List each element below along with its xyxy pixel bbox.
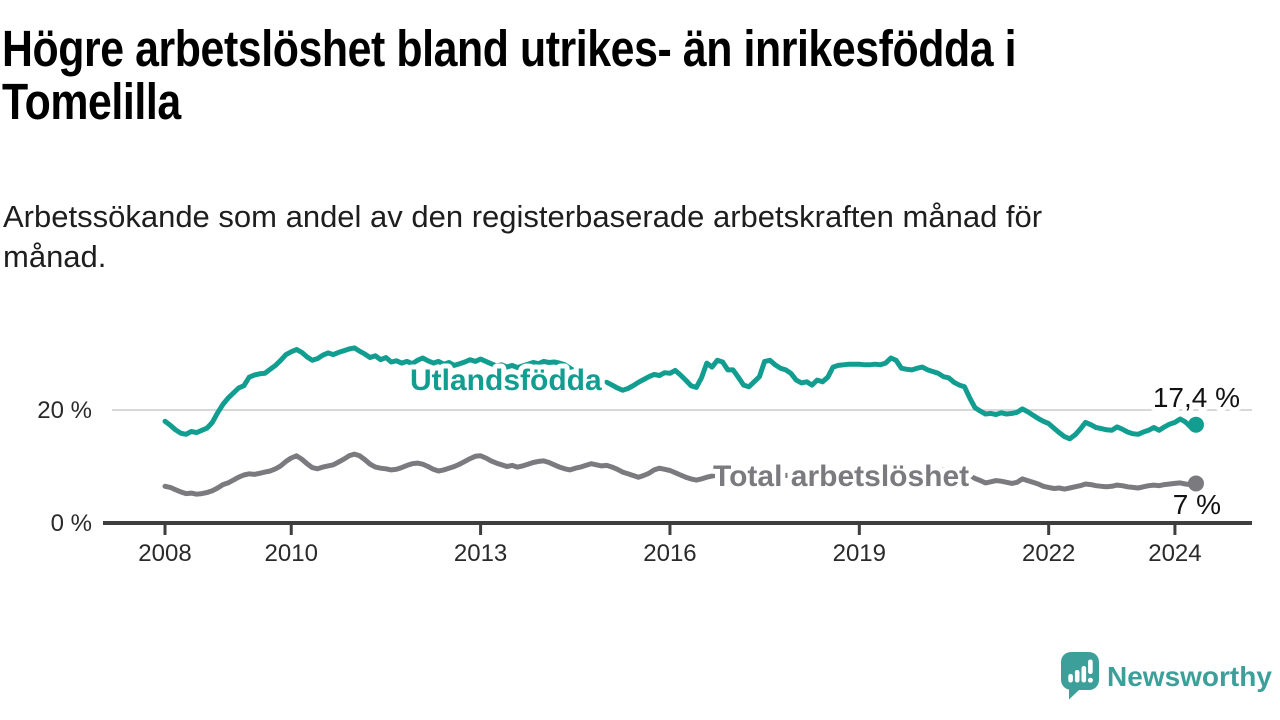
title-line-1: Högre arbetslöshet bland utrikes- än inr… — [2, 20, 1017, 77]
series-end-value-1: 7 % — [1173, 489, 1221, 520]
newsworthy-wordmark: Newsworthy — [1107, 661, 1272, 692]
title-line-2: Tomelilla — [2, 73, 181, 130]
chart-subtitle: Arbetssökande som andel av den registerb… — [3, 197, 1042, 277]
subtitle-line-1: Arbetssökande som andel av den registerb… — [3, 199, 1043, 234]
x-tick-label-2013: 2013 — [454, 540, 507, 567]
x-tick-label-2019: 2019 — [833, 540, 886, 567]
x-tick-label-2016: 2016 — [643, 540, 696, 567]
newsworthy-speech-bubble-icon — [1061, 652, 1099, 700]
series-line-1 — [162, 451, 1199, 497]
series-line-0 — [162, 345, 1199, 442]
y-tick-label-20: 20 % — [37, 397, 92, 424]
page-title: Högre arbetslöshet bland utrikes- än inr… — [2, 20, 1017, 130]
series-end-value-0: 17,4 % — [1153, 382, 1240, 413]
x-tick-label-2010: 2010 — [265, 540, 318, 567]
series-label-1: Total arbetslöshet — [713, 460, 969, 493]
series-end-dot-1 — [1187, 475, 1204, 492]
newsworthy-logo: Newsworthy — [1058, 649, 1273, 704]
series-end-dot-0 — [1187, 416, 1204, 433]
series-label-0: Utlandsfödda — [410, 364, 602, 397]
x-tick-label-2022: 2022 — [1022, 540, 1075, 567]
y-tick-label-0: 0 % — [51, 510, 92, 537]
subtitle-line-2: månad. — [3, 239, 107, 274]
x-tick-label-2008: 2008 — [138, 540, 191, 567]
x-tick-label-2024: 2024 — [1148, 540, 1201, 567]
